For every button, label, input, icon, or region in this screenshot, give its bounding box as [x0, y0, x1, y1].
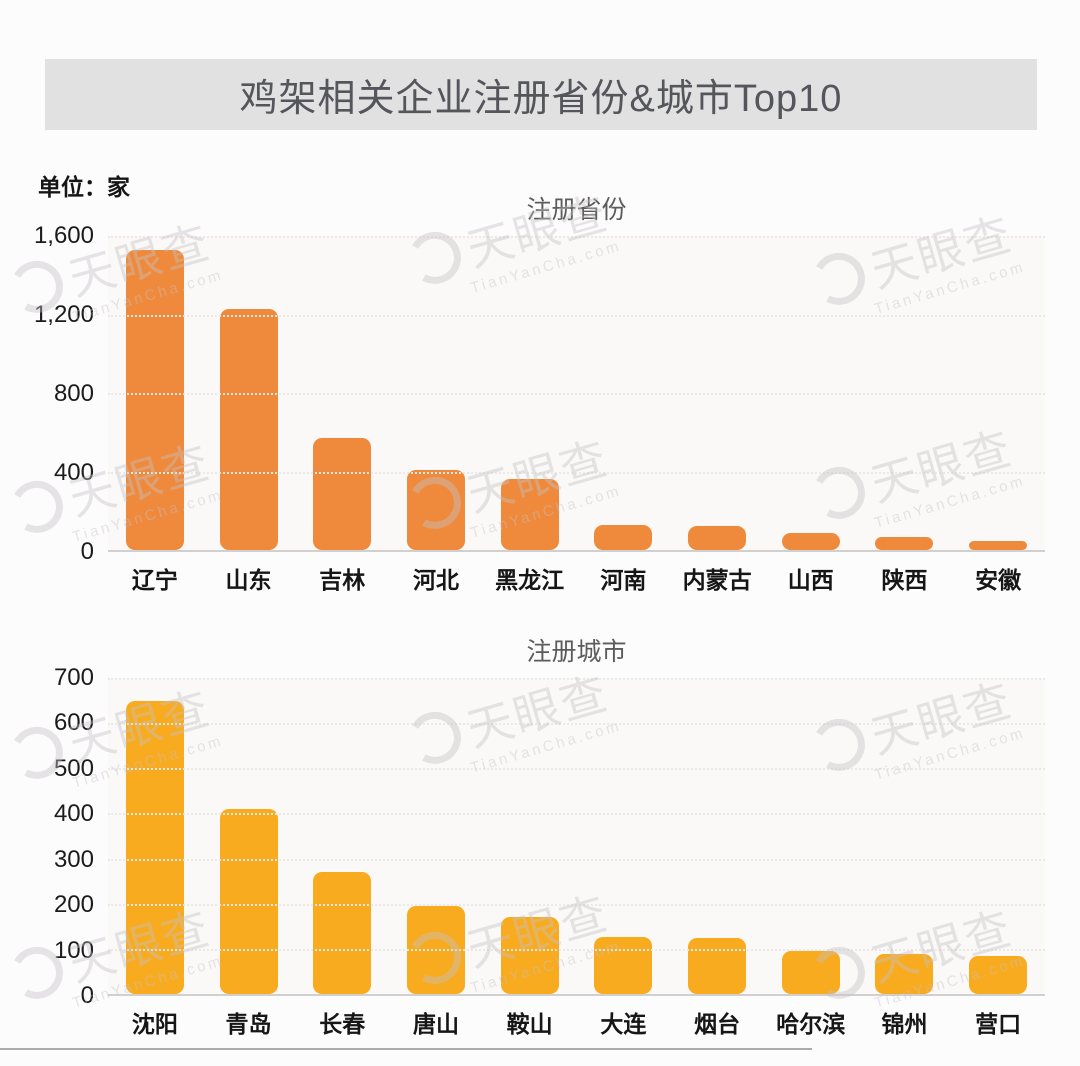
x-axis-label: 沈阳	[131, 1011, 178, 1037]
x-axis-label: 山东	[225, 567, 272, 593]
bar-大连	[594, 937, 653, 994]
gridline	[108, 948, 1045, 951]
x-axis-label: 安徽	[975, 567, 1022, 593]
y-tick-label: 1,200	[33, 301, 94, 328]
x-axis-label: 烟台	[694, 1011, 741, 1037]
province-chart-title: 注册省份	[526, 196, 627, 224]
y-tick-label: 400	[53, 800, 94, 828]
gridline	[108, 723, 1045, 726]
province-chart: 注册省份 0 400 800 1,200 1,600 辽宁 山东 吉林 河北 黑龙江 河南 内蒙古 山…	[34, 190, 1045, 595]
y-tick-label: 200	[53, 891, 94, 919]
y-tick-label: 300	[53, 845, 94, 873]
gridline	[108, 314, 1045, 317]
gridline	[108, 393, 1045, 395]
y-tick-label: 100	[53, 936, 94, 964]
x-axis-label: 内蒙古	[682, 567, 752, 593]
bar-内蒙古	[687, 526, 746, 550]
x-axis-label: 辽宁	[131, 567, 178, 593]
title-bar: 鸡架相关企业注册省份&城市Top10	[45, 59, 1037, 130]
x-axis-label: 营口	[975, 1011, 1022, 1037]
x-axis-label: 山西	[787, 567, 834, 593]
x-axis-label: 青岛	[225, 1011, 272, 1037]
x-axis-label: 吉林	[319, 567, 366, 593]
x-axis-label: 长春	[319, 1011, 366, 1037]
x-axis-label: 河北	[412, 567, 459, 593]
bars	[108, 236, 1045, 550]
gridline	[108, 471, 1045, 474]
y-tick-label: 0	[80, 982, 94, 1009]
x-axis-label: 鞍山	[506, 1011, 553, 1037]
gridline	[108, 236, 1045, 238]
city-chart: 注册城市 0 100 200 300 400 500 600 700 沈阳 青岛 长春 唐山 鞍山 大连…	[40, 632, 1045, 1039]
bar-鞍山	[500, 917, 559, 994]
unit-label: 单位：家	[38, 174, 130, 200]
bar-青岛	[219, 808, 278, 994]
gridline	[108, 813, 1045, 816]
x-axis-label: 黑龙江	[495, 567, 565, 593]
plot-area	[108, 678, 1045, 996]
y-tick-label: 1,600	[33, 222, 94, 249]
y-tick-label: 700	[53, 664, 94, 691]
gridline	[108, 858, 1045, 861]
x-axis-labels: 沈阳 青岛 长春 唐山 鞍山 大连 烟台 哈尔滨 锦州 营口	[40, 1005, 1045, 1039]
bar-烟台	[687, 937, 746, 994]
bar-山西	[781, 533, 840, 550]
bar-长春	[313, 872, 372, 994]
bar-锦州	[875, 954, 934, 994]
bar-山东	[219, 308, 278, 550]
y-tick-label: 0	[80, 538, 94, 565]
gridline	[108, 903, 1045, 906]
province-chart-body: 0 400 800 1,200 1,600	[34, 222, 1045, 565]
plot-area	[108, 236, 1045, 552]
gridline	[108, 678, 1045, 680]
y-tick-label: 400	[53, 459, 94, 486]
x-axis-labels: 辽宁 山东 吉林 河北 黑龙江 河南 内蒙古 山西 陕西 安徽	[40, 561, 1045, 595]
bar-营口	[969, 955, 1028, 994]
bar-陕西	[875, 537, 934, 550]
bar-黑龙江	[500, 479, 559, 550]
bar-河北	[406, 469, 465, 550]
x-axis-label: 大连	[600, 1011, 647, 1037]
y-tick-label: 500	[53, 754, 94, 782]
x-axis-label: 陕西	[881, 567, 928, 593]
x-axis-label: 唐山	[412, 1011, 459, 1037]
y-tick-label: 600	[53, 709, 94, 737]
page-title: 鸡架相关企业注册省份&城市Top10	[239, 78, 843, 120]
y-tick-label: 800	[53, 380, 94, 407]
bar-沈阳	[125, 700, 184, 994]
city-chart-title: 注册城市	[526, 638, 627, 666]
y-axis: 0 100 200 300 400 500 600 700	[40, 664, 108, 1009]
gridline	[108, 768, 1045, 771]
y-axis: 0 400 800 1,200 1,600	[34, 222, 108, 565]
bar-哈尔滨	[781, 951, 840, 994]
bar-河南	[594, 525, 653, 550]
bar-安徽	[969, 541, 1028, 550]
city-chart-body: 0 100 200 300 400 500 600 700	[40, 664, 1045, 1009]
bar-吉林	[313, 438, 372, 550]
bottom-divider	[0, 1048, 812, 1050]
bars	[108, 678, 1045, 994]
x-axis-label: 河南	[600, 567, 647, 593]
x-axis-label: 锦州	[881, 1011, 928, 1037]
x-axis-label: 哈尔滨	[776, 1011, 846, 1037]
bar-辽宁	[125, 249, 184, 550]
